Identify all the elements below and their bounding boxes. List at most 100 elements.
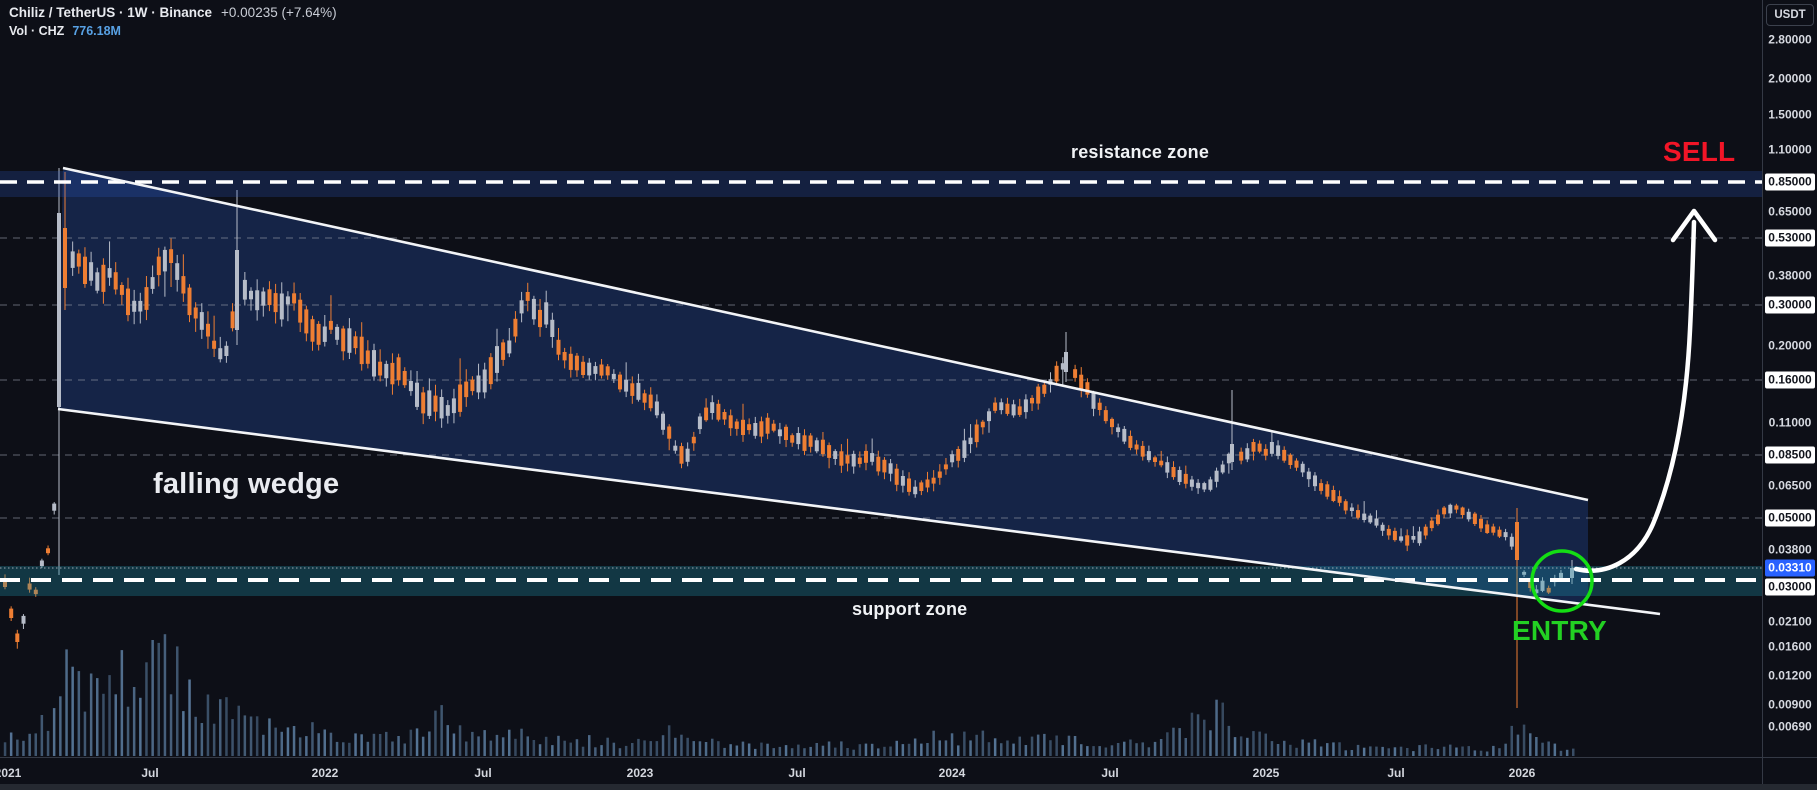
volume-bar <box>1239 736 1243 756</box>
candle <box>710 395 715 420</box>
candle <box>1017 398 1022 417</box>
candle-body <box>1005 403 1010 414</box>
volume-bar <box>1332 742 1335 756</box>
volume-bar <box>1442 746 1446 756</box>
time-axis-label: 2025 <box>1252 766 1280 780</box>
falling-wedge-label[interactable]: falling wedge <box>153 468 340 500</box>
candle-body <box>378 361 383 376</box>
candle <box>734 418 739 436</box>
candle <box>513 311 518 343</box>
entry-label[interactable]: ENTRY <box>1512 615 1607 646</box>
volume-bar <box>981 730 985 756</box>
price-axis-label: 1.10000 <box>1768 142 1812 157</box>
candle <box>771 419 776 433</box>
candle <box>470 376 475 396</box>
candle <box>820 432 825 457</box>
symbol-header[interactable]: Chiliz / TetherUS · 1W · Binance +0.00235… <box>9 5 337 20</box>
price-axis-unit-button[interactable]: USDT <box>1766 4 1814 26</box>
resistance-zone-label[interactable]: resistance zone <box>1071 142 1210 162</box>
candle-body <box>691 436 696 444</box>
wedge-upper-trendline[interactable] <box>62 166 1589 502</box>
candle <box>587 358 592 380</box>
volume-bar <box>1129 739 1132 756</box>
sell-target-label[interactable]: SELL <box>1663 136 1736 167</box>
candle-body <box>359 336 364 365</box>
candle <box>741 403 745 442</box>
price-change: +0.00235 (+7.64%) <box>221 5 337 20</box>
candle <box>1140 441 1145 461</box>
candle <box>341 325 346 361</box>
volume-bar <box>883 746 886 756</box>
candle-body <box>1503 532 1508 538</box>
candle <box>1208 476 1213 492</box>
candle-body <box>150 277 155 289</box>
candle <box>1313 472 1317 491</box>
candle-body <box>987 411 991 422</box>
volume-bar <box>1221 702 1224 756</box>
candle <box>181 254 186 302</box>
candle <box>33 587 38 597</box>
candle <box>1146 445 1151 463</box>
candle-body <box>132 300 137 312</box>
volume-bar <box>1166 732 1169 756</box>
volume-bar <box>600 745 603 756</box>
volume-bar <box>428 731 431 756</box>
candle-body <box>365 350 370 364</box>
candle <box>747 418 752 435</box>
volume-bar <box>298 737 302 756</box>
volume-bar <box>1116 743 1120 756</box>
candle <box>1005 397 1010 416</box>
volume-bar <box>1184 738 1187 756</box>
volume-bar <box>65 649 68 756</box>
candle-body <box>1128 435 1133 448</box>
candle-body <box>1356 510 1360 518</box>
candle-body <box>1392 530 1397 541</box>
entry-circle[interactable] <box>1530 549 1594 613</box>
candle-body <box>57 213 61 407</box>
projection-arrow[interactable] <box>1573 219 1697 573</box>
candle <box>1368 513 1373 524</box>
candle <box>882 457 887 480</box>
candle-body <box>1325 484 1330 497</box>
candle-body <box>648 394 653 409</box>
resistance-zone-band[interactable] <box>0 171 1762 197</box>
price-axis-label: 0.05000 <box>1765 509 1815 527</box>
wedge-lower-trendline[interactable] <box>57 407 1661 616</box>
volume-bar <box>1289 744 1292 756</box>
candle <box>857 451 862 468</box>
volume-bar <box>200 723 204 756</box>
volume-bar <box>631 743 634 756</box>
candle <box>242 272 247 306</box>
volume-bar <box>1412 751 1415 756</box>
candle <box>673 440 678 454</box>
candle-body <box>587 362 592 376</box>
volume-bar <box>532 740 536 756</box>
candle <box>956 446 961 468</box>
candle-body <box>1319 483 1324 491</box>
volume-bar <box>40 715 44 756</box>
falling-wedge-fill[interactable] <box>58 168 1588 604</box>
support-zone-label[interactable]: support zone <box>852 599 968 619</box>
candle-body <box>1472 513 1477 524</box>
candle <box>9 606 14 621</box>
volume-bar <box>1080 744 1083 756</box>
volume-bar <box>225 697 228 756</box>
candle <box>544 290 549 328</box>
volume-bar <box>797 744 800 756</box>
volume-bar <box>913 738 917 756</box>
time-axis[interactable]: 2021 Jul 2022 Jul 2023 Jul 2024 Jul 2025 Jul 2026 <box>0 757 1762 790</box>
candle-body <box>1294 460 1299 468</box>
candle-body <box>1042 384 1047 394</box>
volume-bar <box>557 735 560 756</box>
volume-bar <box>372 733 376 756</box>
candle <box>611 369 616 383</box>
candle <box>974 419 979 448</box>
candle-body <box>907 478 911 492</box>
volume-bar <box>114 694 117 756</box>
price-axis[interactable]: 2.80000 2.00000 1.50000 1.10000 0.85000 0.650… <box>1763 0 1817 757</box>
candle <box>907 472 911 496</box>
candle <box>359 322 364 371</box>
symbol-title[interactable]: Chiliz / TetherUS · 1W · Binance <box>9 5 213 20</box>
volume-bar <box>465 741 468 756</box>
